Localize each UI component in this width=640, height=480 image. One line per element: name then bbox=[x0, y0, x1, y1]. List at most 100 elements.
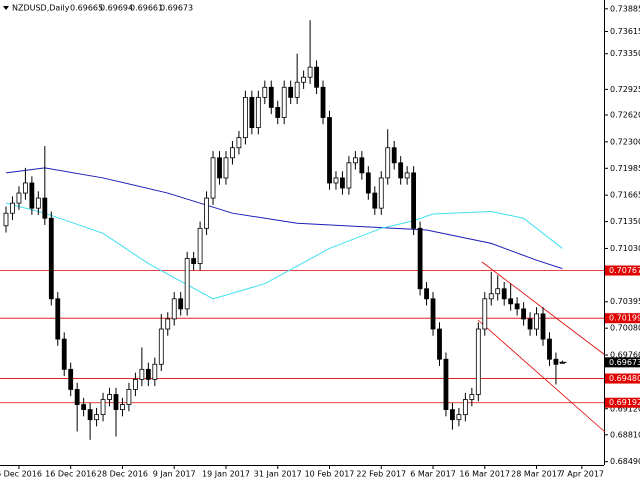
candle-body bbox=[262, 86, 268, 98]
candle-body bbox=[178, 298, 184, 310]
candle-body bbox=[120, 404, 125, 411]
x-tick-label: 19 Jan 2017 bbox=[202, 470, 250, 479]
header: NZDUSD,Daily 0.69665 0.69694 0.69661 0.6… bbox=[3, 4, 193, 13]
candle-body bbox=[87, 409, 93, 421]
level-label-box bbox=[605, 313, 640, 324]
x-tick-label: 9 Jan 2017 bbox=[153, 470, 196, 479]
level-label: 0.70199 bbox=[609, 314, 640, 323]
candle-body bbox=[437, 328, 442, 360]
candle-body bbox=[81, 404, 87, 411]
candle-body bbox=[100, 399, 106, 416]
candle-body bbox=[35, 197, 41, 209]
candle-body bbox=[385, 147, 391, 179]
candle-body bbox=[204, 197, 209, 229]
x-tick-label: 28 Dec 2016 bbox=[97, 470, 148, 479]
y-tick-label: 0.73885 bbox=[610, 4, 640, 13]
candle-body bbox=[320, 86, 326, 118]
candle-body bbox=[3, 212, 9, 227]
candle-body bbox=[521, 308, 526, 320]
y-tick-label: 0.70080 bbox=[610, 324, 640, 333]
open: 0.69665 bbox=[70, 4, 103, 13]
candle-body bbox=[424, 288, 429, 300]
symbol: NZDUSD,Daily bbox=[12, 4, 70, 13]
candle-body bbox=[23, 182, 28, 194]
candle-body bbox=[378, 177, 384, 209]
candle-body bbox=[327, 117, 332, 184]
candle-body bbox=[191, 258, 197, 264]
candle-body bbox=[126, 389, 132, 405]
candle-body bbox=[55, 298, 61, 340]
x-tick-label: 6 Dec 2016 bbox=[0, 470, 42, 479]
candle-body bbox=[217, 157, 222, 179]
level-label: 0.69192 bbox=[609, 398, 640, 407]
candle-body bbox=[469, 394, 475, 400]
candle-body bbox=[547, 338, 552, 360]
candle-body bbox=[475, 328, 481, 395]
candle-body bbox=[314, 66, 319, 88]
x-tick-label: 16 Mar 2017 bbox=[459, 470, 510, 479]
candle-body bbox=[107, 394, 112, 400]
x-tick-label: 6 Mar 2017 bbox=[410, 470, 456, 479]
candle-body bbox=[152, 363, 158, 380]
low: 0.69661 bbox=[130, 4, 163, 13]
x-tick-label: 22 Feb 2017 bbox=[356, 470, 406, 479]
candle-body bbox=[42, 197, 48, 219]
level-label: 0.69480 bbox=[609, 374, 640, 383]
candle-body bbox=[307, 66, 313, 78]
candle-body bbox=[10, 202, 15, 214]
last-price-label: 0.69673 bbox=[609, 358, 640, 367]
x-tick-label: 16 Dec 2016 bbox=[45, 470, 96, 479]
candle-body bbox=[540, 313, 546, 340]
candle-body bbox=[29, 182, 35, 209]
candle-body bbox=[223, 157, 229, 179]
moving-average bbox=[5, 167, 563, 270]
candle-body bbox=[365, 172, 371, 194]
y-tick-label: 0.70395 bbox=[610, 297, 640, 306]
x-tick-label: 31 Jan 2017 bbox=[254, 470, 302, 479]
candle-body bbox=[113, 394, 119, 411]
candle-body bbox=[132, 378, 138, 390]
y-tick-label: 0.73615 bbox=[610, 27, 640, 36]
candle-body bbox=[268, 86, 274, 108]
candle-body bbox=[301, 76, 307, 83]
y-tick-label: 0.69760 bbox=[610, 351, 640, 360]
candle-body bbox=[372, 192, 378, 209]
candle-body bbox=[527, 318, 533, 330]
close: 0.69673 bbox=[160, 4, 193, 13]
candle-body bbox=[74, 389, 80, 405]
candle-body bbox=[411, 172, 417, 229]
candle-body bbox=[242, 96, 248, 139]
candle-body bbox=[462, 399, 468, 416]
candle-body bbox=[236, 137, 242, 149]
channel-line bbox=[477, 319, 606, 433]
candle-body bbox=[16, 192, 22, 204]
candle-body bbox=[249, 96, 255, 128]
last-price-box bbox=[605, 357, 640, 368]
y-tick-label: 0.71030 bbox=[610, 244, 640, 253]
level-label-box bbox=[605, 397, 640, 408]
candle-body bbox=[456, 414, 462, 421]
candle-body bbox=[482, 298, 488, 330]
candle-body bbox=[158, 328, 164, 365]
candle-body bbox=[210, 157, 216, 199]
y-tick-label: 0.68490 bbox=[610, 457, 640, 466]
x-tick-label: 10 Feb 2017 bbox=[305, 470, 355, 479]
candle-body bbox=[94, 414, 99, 421]
level-label: 0.70767 bbox=[609, 266, 640, 275]
candle-body bbox=[534, 313, 539, 330]
x-tick-label: 7 Apr 2017 bbox=[560, 470, 604, 479]
candle-body bbox=[391, 147, 397, 164]
candle-body bbox=[508, 298, 514, 305]
candle-body bbox=[398, 162, 404, 179]
candle-body bbox=[48, 217, 54, 300]
candle-body bbox=[450, 409, 455, 421]
candle-body bbox=[352, 157, 358, 164]
candle-body bbox=[346, 162, 352, 189]
header-icon bbox=[3, 6, 9, 10]
candle-body bbox=[417, 227, 423, 290]
candle-body bbox=[184, 258, 190, 310]
candle-body bbox=[275, 107, 281, 118]
candle-body bbox=[255, 96, 261, 128]
